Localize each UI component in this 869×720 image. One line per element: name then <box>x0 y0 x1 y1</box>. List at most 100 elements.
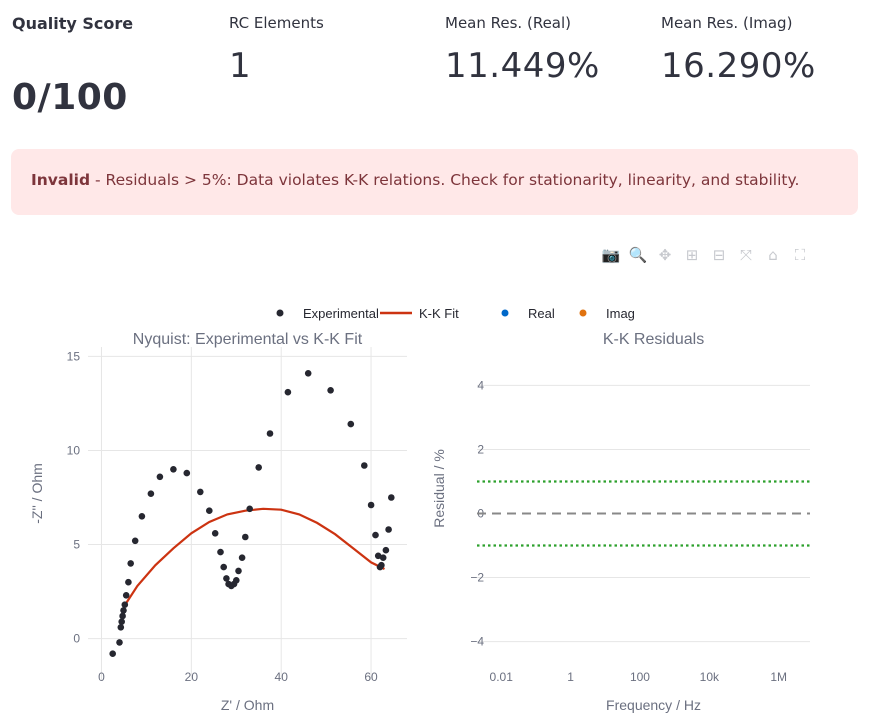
metric-mean-res-real: Mean Res. (Real) 11.449% <box>445 14 600 86</box>
x-axis-title: Z' / Ohm <box>221 697 274 713</box>
experimental-point <box>304 370 312 377</box>
experimental-point <box>347 420 355 428</box>
zoom-in-icon[interactable]: ⊞ <box>685 246 699 264</box>
experimental-point <box>120 607 127 614</box>
experimental-point <box>131 537 139 545</box>
metric-quality-score: Quality Score 0/100 <box>12 14 133 118</box>
chart-legend: Experimental K-K Fit Real Imag <box>276 306 635 321</box>
x-tick-label: 60 <box>364 670 378 684</box>
chart-figure: Experimental K-K Fit Real Imag Nyquist: Exp… <box>29 306 810 713</box>
metric-value: 1 <box>229 46 252 86</box>
experimental-point <box>147 490 155 497</box>
experimental-point <box>109 650 116 657</box>
experimental-point <box>327 387 334 394</box>
x-tick-label: 1 <box>567 670 574 684</box>
metric-value: 16.290% <box>661 46 816 86</box>
experimental-point <box>238 554 246 561</box>
x-tick-label: 20 <box>185 670 199 684</box>
experimental-point <box>119 612 126 620</box>
experimental-point <box>266 430 274 437</box>
experimental-point <box>121 601 129 608</box>
experimental-point <box>378 561 385 569</box>
experimental-point <box>385 526 392 533</box>
experimental-point <box>220 563 227 571</box>
legend-label: K-K Fit <box>419 306 459 321</box>
camera-icon[interactable]: 📷 <box>601 246 621 264</box>
y-tick-label: 15 <box>67 349 81 363</box>
y-tick-label: −4 <box>470 635 484 649</box>
alert-status: Invalid <box>31 171 91 189</box>
experimental-point <box>367 501 375 509</box>
experimental-point <box>246 505 253 513</box>
x-tick-label: 0.01 <box>490 670 514 684</box>
y-tick-label: 10 <box>67 443 81 457</box>
reset-axes-icon[interactable]: ⌂ <box>768 246 778 264</box>
kk-fit-line <box>122 507 385 608</box>
experimental-point <box>372 531 379 539</box>
experimental-point <box>117 624 125 631</box>
alert-message: - Residuals > 5%: Data violates K-K rela… <box>90 171 800 189</box>
metric-value: 0/100 <box>12 77 128 118</box>
metric-mean-res-imag: Mean Res. (Imag) 16.290% <box>661 14 816 86</box>
legend-label: Experimental <box>303 306 379 321</box>
metric-label: RC Elements <box>229 14 324 32</box>
experimental-point <box>197 488 204 496</box>
legend-label: Real <box>528 306 555 321</box>
experimental-point <box>233 577 240 584</box>
experimental-point <box>183 469 191 477</box>
experimental-point <box>388 494 395 501</box>
experimental-point <box>138 513 146 520</box>
metric-value: 11.449% <box>445 46 600 86</box>
y-tick-label: 5 <box>73 538 80 552</box>
x-tick-label: 1M <box>770 670 787 684</box>
experimental-point <box>379 554 387 561</box>
y-tick-label: 0 <box>73 632 80 646</box>
experimental-point <box>156 473 164 481</box>
y-axis-title: Residual / % <box>431 449 447 528</box>
experimental-point <box>206 507 213 514</box>
experimental-point <box>170 466 177 473</box>
experimental-point <box>235 567 242 575</box>
residuals-plot: K-K Residuals−4−20240.01110010k1MFrequen… <box>431 331 810 713</box>
experimental-point <box>284 388 292 396</box>
legend-marker <box>501 309 509 317</box>
x-tick-label: 100 <box>630 670 650 684</box>
experimental-point <box>116 639 123 646</box>
nyquist-title: Nyquist: Experimental vs K-K Fit <box>133 331 363 348</box>
x-axis-title: Frequency / Hz <box>606 697 701 713</box>
metric-label: Quality Score <box>12 14 134 33</box>
nyquist-plot: Nyquist: Experimental vs K-K Fit 0 5 10 15 0 2… <box>29 331 407 713</box>
experimental-point <box>374 552 382 560</box>
experimental-point <box>223 575 230 582</box>
chart-modebar: 📷 🔍 ✥ ⊞ ⊟ ⤧ ⌂ ⛶ <box>600 244 816 266</box>
experimental-point <box>255 464 262 471</box>
legend-item: Imag <box>579 306 635 321</box>
experimental-point <box>211 530 219 537</box>
fullscreen-icon[interactable]: ⛶ <box>794 246 806 264</box>
experimental-point <box>118 618 125 625</box>
y-tick-label: −2 <box>470 571 484 585</box>
experimental-point <box>127 560 134 567</box>
legend-item: Experimental <box>276 306 379 321</box>
y-tick-label: 2 <box>477 442 484 456</box>
legend-item: K-K Fit <box>380 306 459 321</box>
experimental-point <box>242 533 249 541</box>
zoom-icon[interactable]: 🔍 <box>628 246 648 264</box>
metric-label: Mean Res. (Imag) <box>661 14 793 32</box>
zoom-out-icon[interactable]: ⊟ <box>712 246 726 264</box>
residuals-title: K-K Residuals <box>603 331 704 348</box>
autoscale-icon[interactable]: ⤧ <box>739 246 752 264</box>
validation-alert: Invalid - Residuals > 5%: Data violates … <box>11 149 858 215</box>
metric-rc-elements: RC Elements 1 <box>229 14 324 86</box>
pan-icon[interactable]: ✥ <box>658 246 672 264</box>
experimental-point <box>122 592 130 599</box>
experimental-point <box>125 578 132 586</box>
x-tick-label: 40 <box>275 670 289 684</box>
y-axis-title: -Z'' / Ohm <box>29 463 45 524</box>
x-tick-label: 10k <box>700 670 720 684</box>
y-tick-label: 4 <box>477 378 484 392</box>
experimental-point <box>382 546 390 554</box>
legend-item: Real <box>501 306 555 321</box>
experimental-point <box>361 462 368 469</box>
legend-label: Imag <box>606 306 635 321</box>
